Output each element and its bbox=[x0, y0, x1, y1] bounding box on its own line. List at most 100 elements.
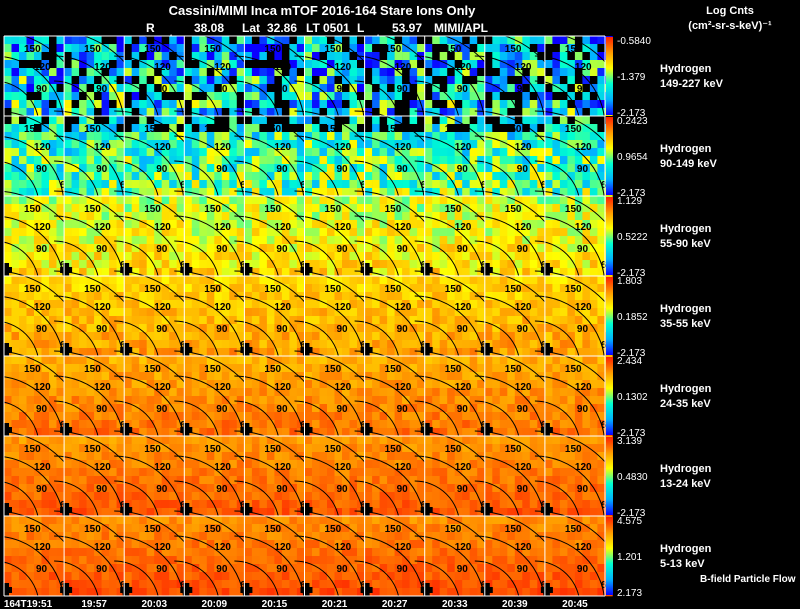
contour-label: 90 bbox=[517, 404, 529, 415]
colorbar-max-label: 3.139 bbox=[617, 436, 642, 447]
contour-label: 150 bbox=[385, 44, 402, 55]
contour-label: 90 bbox=[577, 484, 589, 495]
row-species-label: Hydrogen bbox=[660, 223, 712, 235]
contour-label: 120 bbox=[274, 142, 291, 153]
contour-label: 150 bbox=[445, 284, 462, 295]
colorbar-min-label: -2.173 bbox=[617, 348, 646, 359]
colorbar bbox=[606, 197, 613, 275]
contour-label: 120 bbox=[34, 142, 51, 153]
contour-label: 90 bbox=[577, 404, 589, 415]
contour-label: 150 bbox=[325, 364, 342, 375]
image-panel: 1501209060 bbox=[0, 191, 90, 287]
contour-label: 120 bbox=[515, 462, 532, 473]
contour-label: 120 bbox=[395, 462, 412, 473]
contour-label: 150 bbox=[264, 364, 281, 375]
contour-label: 120 bbox=[274, 542, 291, 553]
colorbar-min-label: -2.173 bbox=[617, 428, 646, 439]
contour-label: 90 bbox=[156, 84, 168, 95]
contour-label: 120 bbox=[34, 222, 51, 233]
contour-label: 120 bbox=[515, 382, 532, 393]
contour-label: 120 bbox=[395, 542, 412, 553]
row-species-label: Hydrogen bbox=[660, 303, 712, 315]
contour-label: 150 bbox=[264, 204, 281, 215]
contour-label: 120 bbox=[94, 302, 111, 313]
contour-label: 90 bbox=[276, 404, 288, 415]
colorbar-max-label: 2.434 bbox=[617, 356, 642, 367]
image-panel: 1501209060 bbox=[294, 350, 390, 447]
row-species-label: Hydrogen bbox=[660, 463, 712, 475]
contour-label: 150 bbox=[264, 524, 281, 535]
contour-label: 120 bbox=[214, 222, 231, 233]
contour-label: 150 bbox=[84, 444, 101, 455]
lt-label: LT bbox=[306, 21, 320, 35]
contour-label: 120 bbox=[274, 302, 291, 313]
contour-label: 120 bbox=[34, 62, 51, 73]
image-panel: 1501209060 bbox=[0, 271, 90, 367]
colorbar-mid-label: 0.5222 bbox=[617, 232, 648, 243]
image-panel: 1501209060 bbox=[354, 430, 451, 527]
lat-value: 32.86 bbox=[267, 21, 297, 35]
contour-label: 120 bbox=[154, 142, 171, 153]
contour-label: 90 bbox=[96, 84, 108, 95]
contour-label: 90 bbox=[276, 84, 288, 95]
colorbar-min-label: -2.173 bbox=[617, 508, 646, 519]
colorbar-min-label: -2.173 bbox=[617, 268, 646, 279]
image-panel: 1501209060 bbox=[534, 510, 613, 597]
contour-label: 150 bbox=[385, 204, 402, 215]
contour-label: 120 bbox=[214, 462, 231, 473]
time-tick-label: 20:33 bbox=[442, 599, 468, 609]
contour-label: 150 bbox=[445, 444, 462, 455]
contour-label: 150 bbox=[445, 364, 462, 375]
contour-label: 120 bbox=[455, 62, 472, 73]
contour-label: 120 bbox=[515, 62, 532, 73]
contour-label: 120 bbox=[94, 542, 111, 553]
contour-label: 120 bbox=[515, 142, 532, 153]
row-labels: Hydrogen 149-227 keV Hydrogen 90-149 keV Hyd… bbox=[660, 63, 724, 570]
contour-label: 150 bbox=[24, 124, 41, 135]
contour-label: 90 bbox=[457, 484, 469, 495]
contour-label: 150 bbox=[144, 284, 161, 295]
contour-label: 150 bbox=[204, 524, 221, 535]
contour-label: 90 bbox=[337, 324, 349, 335]
contour-label: 150 bbox=[264, 44, 281, 55]
colorbar-mid-label: 0.1852 bbox=[617, 312, 648, 323]
contour-label: 150 bbox=[565, 444, 582, 455]
image-panel: 1501209060 bbox=[534, 110, 613, 207]
contour-label: 90 bbox=[36, 244, 48, 255]
row-energy-label: 5-13 keV bbox=[660, 558, 705, 570]
contour-label: 90 bbox=[337, 404, 349, 415]
colorbar-min-label: 2.173 bbox=[617, 588, 642, 599]
contour-label: 150 bbox=[84, 364, 101, 375]
contour-label: 150 bbox=[325, 444, 342, 455]
contour-label: 120 bbox=[455, 302, 472, 313]
contour-label: 120 bbox=[154, 302, 171, 313]
panel-grid-lines bbox=[3, 35, 606, 597]
contour-label: 150 bbox=[144, 204, 161, 215]
contour-label: 120 bbox=[154, 62, 171, 73]
contour-label: 90 bbox=[397, 164, 409, 175]
colorbar-mid-label: 0.1302 bbox=[617, 392, 648, 403]
contour-label: 90 bbox=[457, 164, 469, 175]
contour-label: 90 bbox=[96, 484, 108, 495]
contour-label: 150 bbox=[505, 444, 522, 455]
colorbar bbox=[606, 117, 613, 195]
contour-label: 120 bbox=[274, 62, 291, 73]
contour-label: 150 bbox=[24, 284, 41, 295]
image-panel: 150 120 90 bbox=[234, 36, 330, 127]
contour-label: 150 bbox=[505, 124, 522, 135]
contour-label: 90 bbox=[156, 324, 168, 335]
contour-label: 90 bbox=[397, 564, 409, 575]
contour-label: 90 bbox=[337, 564, 349, 575]
time-axis: 164T19:51 19:57 20:03 20:09 20:15 20:21 20:27 2… bbox=[4, 599, 588, 609]
colorbar-max-label: -0.5840 bbox=[617, 36, 651, 47]
contour-label: 120 bbox=[274, 462, 291, 473]
colorbar-max-label: 1.129 bbox=[617, 196, 642, 207]
time-tick-label: 20:39 bbox=[502, 599, 528, 609]
contour-label: 150 bbox=[385, 284, 402, 295]
lt-value: 0501 bbox=[323, 21, 350, 35]
image-panel: 1501209060 bbox=[114, 190, 210, 287]
contour-label: 150 bbox=[565, 204, 582, 215]
contour-label: 90 bbox=[337, 164, 349, 175]
contour-label: 150 bbox=[264, 444, 281, 455]
contour-label: 90 bbox=[36, 84, 48, 95]
